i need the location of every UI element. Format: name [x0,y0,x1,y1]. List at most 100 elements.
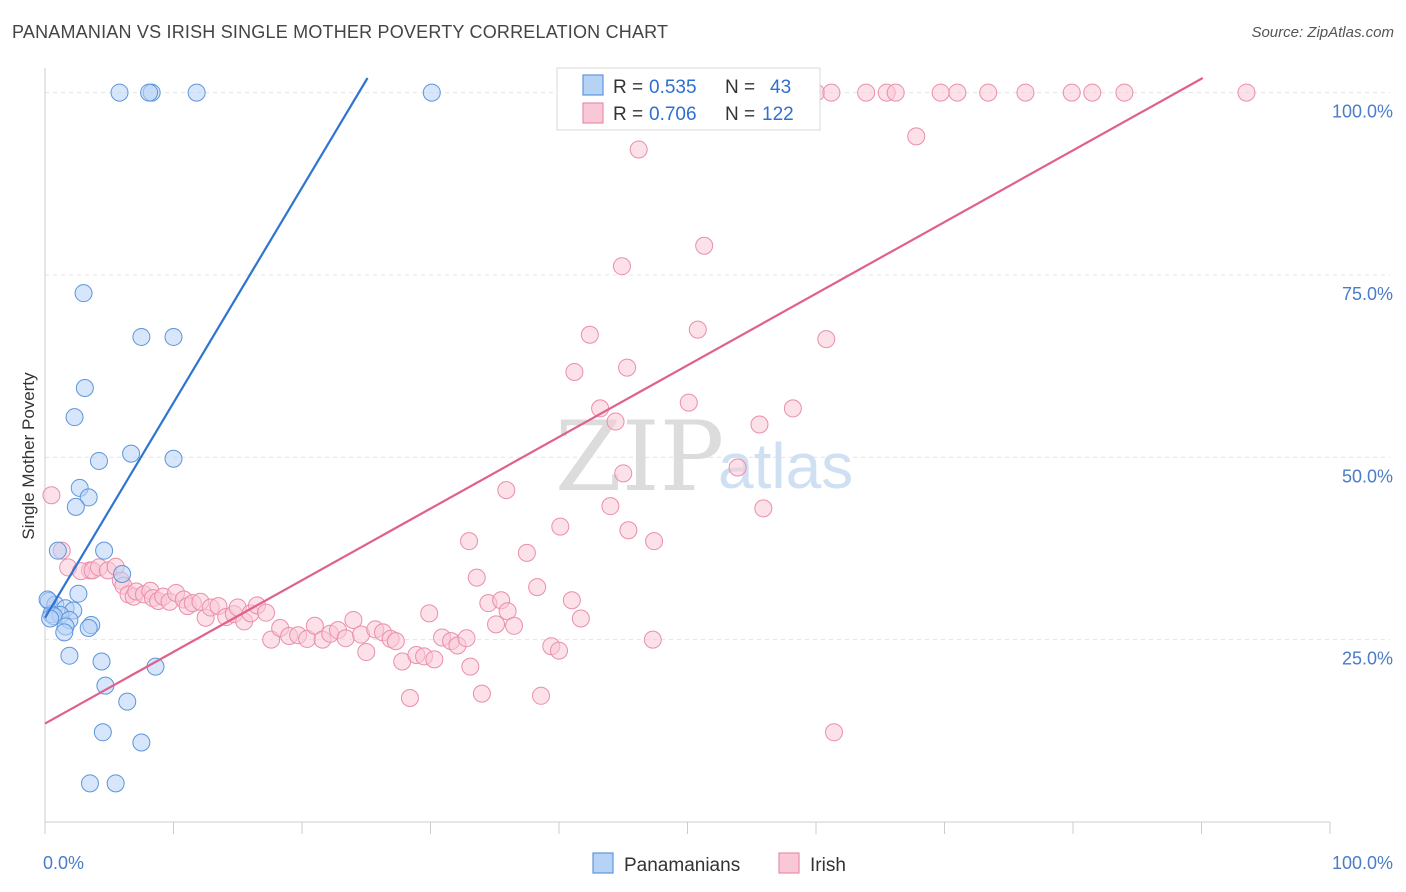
trend-lines [44,77,1204,725]
chart-title: PANAMANIAN VS IRISH SINGLE MOTHER POVERT… [12,22,669,42]
irish-point [467,568,486,587]
irish-point [400,689,419,707]
irish-point [562,591,581,610]
irish-point [822,83,841,102]
panamanian-point [118,692,137,711]
irish-point [461,657,480,676]
irish-point [948,83,967,102]
panamanian-point [106,774,125,793]
irish-point [565,362,584,381]
irish-point [679,393,698,412]
irish-point [750,415,769,434]
irish-point [42,486,61,505]
watermark: ZIP atlas [555,401,853,513]
irish-point [754,499,773,518]
y-tick-label: 75.0% [1342,284,1393,304]
irish-point [645,532,664,551]
panamanian-point [132,327,151,346]
panamanian-point [60,646,79,665]
panamanian-point [95,541,114,560]
irish-point [580,325,599,344]
panamanian-point [69,584,88,603]
irish-point [619,521,638,540]
panamanian-point [79,618,98,637]
legend-swatch-irish [582,102,604,124]
panamanian-point [41,609,60,628]
irish-point [551,517,570,536]
legend-swatch-panamanians [582,74,604,96]
correlation-legend: R = 0.535 N = 43 R = 0.706 N = 122 [556,67,821,131]
grid-lines [45,92,1390,641]
irish-point [614,464,633,483]
panamanian-points [38,83,441,793]
x-tick-label: 0.0% [43,853,84,873]
irish-point [472,684,491,703]
panamanian-point [132,733,151,752]
irish-point [457,629,476,648]
irish-point [460,532,479,551]
panamanian-point [422,83,441,102]
panamanian-point [140,83,159,102]
panamanian-trend-line [44,77,369,619]
irish-point [629,140,648,159]
irish-point [420,604,439,623]
legend-n-value-panamanians: 43 [770,77,791,98]
irish-point [643,630,662,649]
irish-point [425,650,444,669]
irish-point [601,497,620,516]
panamanian-point [164,327,183,346]
legend-r-value-panamanians: 0.535 [649,77,697,98]
irish-point [606,412,625,431]
y-tick-labels: 25.0% 50.0% 75.0% 100.0% [1332,102,1393,669]
panamanian-point [75,379,94,397]
irish-point [857,83,876,102]
irish-point [1062,83,1081,102]
panamanian-point [55,623,74,642]
series-legend: Panamanians Irish [592,852,846,876]
irish-point [612,257,631,276]
axes [44,68,1331,834]
panamanian-point [187,83,206,102]
irish-point [783,399,802,418]
bottom-legend-swatch-irish [778,852,800,874]
legend-r-label-panamanians: R = [613,77,643,98]
legend-r-value-irish: 0.706 [649,104,697,125]
panamanian-point [92,652,111,671]
irish-point [497,481,516,500]
irish-point [357,643,376,662]
legend-r-label-irish: R = [613,104,643,125]
irish-point [907,127,926,146]
irish-point [688,320,707,339]
irish-point [528,578,547,597]
irish-point [1083,83,1102,102]
legend-n-label-panamanians: N = [725,77,755,98]
irish-point [505,616,524,635]
y-axis-label: Single Mother Poverty [19,372,38,540]
bottom-legend-label-panamanians: Panamanians [624,855,740,876]
irish-point [817,330,836,349]
panamanian-point [80,774,99,793]
irish-point [695,236,714,255]
irish-point [618,358,637,377]
legend-n-value-irish: 122 [762,104,794,125]
x-tick-labels: 0.0% 100.0% [43,853,1393,873]
legend-n-label-irish: N = [725,104,755,125]
irish-point [1237,83,1256,102]
irish-point [979,83,998,102]
panamanian-point [66,497,85,516]
irish-point [336,629,355,648]
panamanian-point [93,723,112,742]
irish-point [517,543,536,562]
y-tick-label: 100.0% [1332,102,1393,122]
irish-point [1016,83,1035,102]
irish-trend-line [44,77,1204,725]
panamanian-point [48,541,67,560]
source-credit: Source: ZipAtlas.com [1251,24,1394,41]
irish-point [1115,83,1134,102]
irish-point [386,632,405,651]
x-tick-label: 100.0% [1332,853,1393,873]
panamanian-point [65,408,84,427]
irish-point [886,83,905,102]
irish-point [532,686,551,705]
